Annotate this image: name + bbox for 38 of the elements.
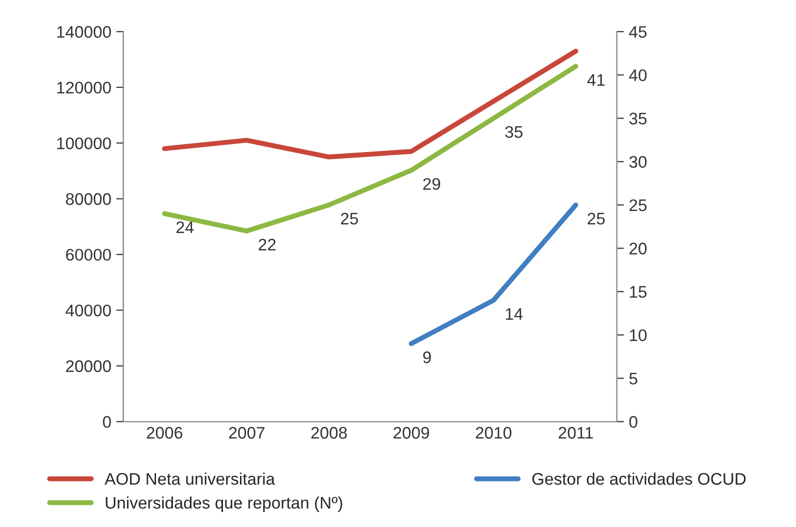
y2-tick-label: 35: [629, 112, 647, 124]
data-label: 22: [258, 238, 276, 250]
y2-tick-label: 40: [629, 69, 647, 82]
y-tick-label: 0: [102, 416, 111, 428]
data-label: 25: [340, 212, 358, 225]
y2-tick-label: 30: [629, 156, 647, 168]
x-tick-label: 2008: [311, 426, 347, 439]
x-tick-label: 2007: [229, 426, 264, 439]
y2-tick-label: 20: [630, 242, 647, 254]
data-label: 24: [176, 221, 194, 234]
y-tick-label: 40000: [66, 304, 111, 316]
y2-tick-label: 25: [630, 199, 647, 212]
y2-tick-label: 0: [629, 416, 638, 428]
legend-label: Gestor de actividades OCUD: [532, 472, 746, 485]
legend-label: AOD Neta universitaria: [104, 472, 276, 485]
y2-tick-label: 5: [629, 372, 638, 384]
y-tick-label: 120000: [57, 82, 111, 94]
y2-tick-label: 15: [630, 286, 647, 298]
legend-label: Universidades que reportan (Nº): [106, 496, 342, 512]
data-label: 14: [506, 308, 523, 320]
x-tick-label: 2006: [146, 426, 182, 439]
line-series: [162, 48, 578, 160]
x-tick-label: 2009: [394, 426, 430, 439]
y-tick-label: 80000: [66, 193, 111, 205]
x-tick-label: 2010: [476, 426, 512, 439]
y2-tick-label: 45: [629, 26, 647, 38]
y-tick-label: 140000: [57, 26, 111, 38]
data-label: 25: [588, 212, 605, 225]
data-label: 9: [423, 351, 431, 364]
data-label: 35: [505, 126, 522, 138]
data-label: 41: [587, 74, 605, 86]
x-tick-label: 2011: [558, 426, 593, 439]
y-tick-label: 100000: [57, 137, 111, 150]
y-tick-label: 60000: [66, 248, 111, 261]
y2-tick-label: 10: [630, 329, 647, 342]
y-tick-label: 20000: [66, 360, 111, 372]
data-label: 29: [423, 178, 440, 190]
line-series: [162, 64, 578, 234]
